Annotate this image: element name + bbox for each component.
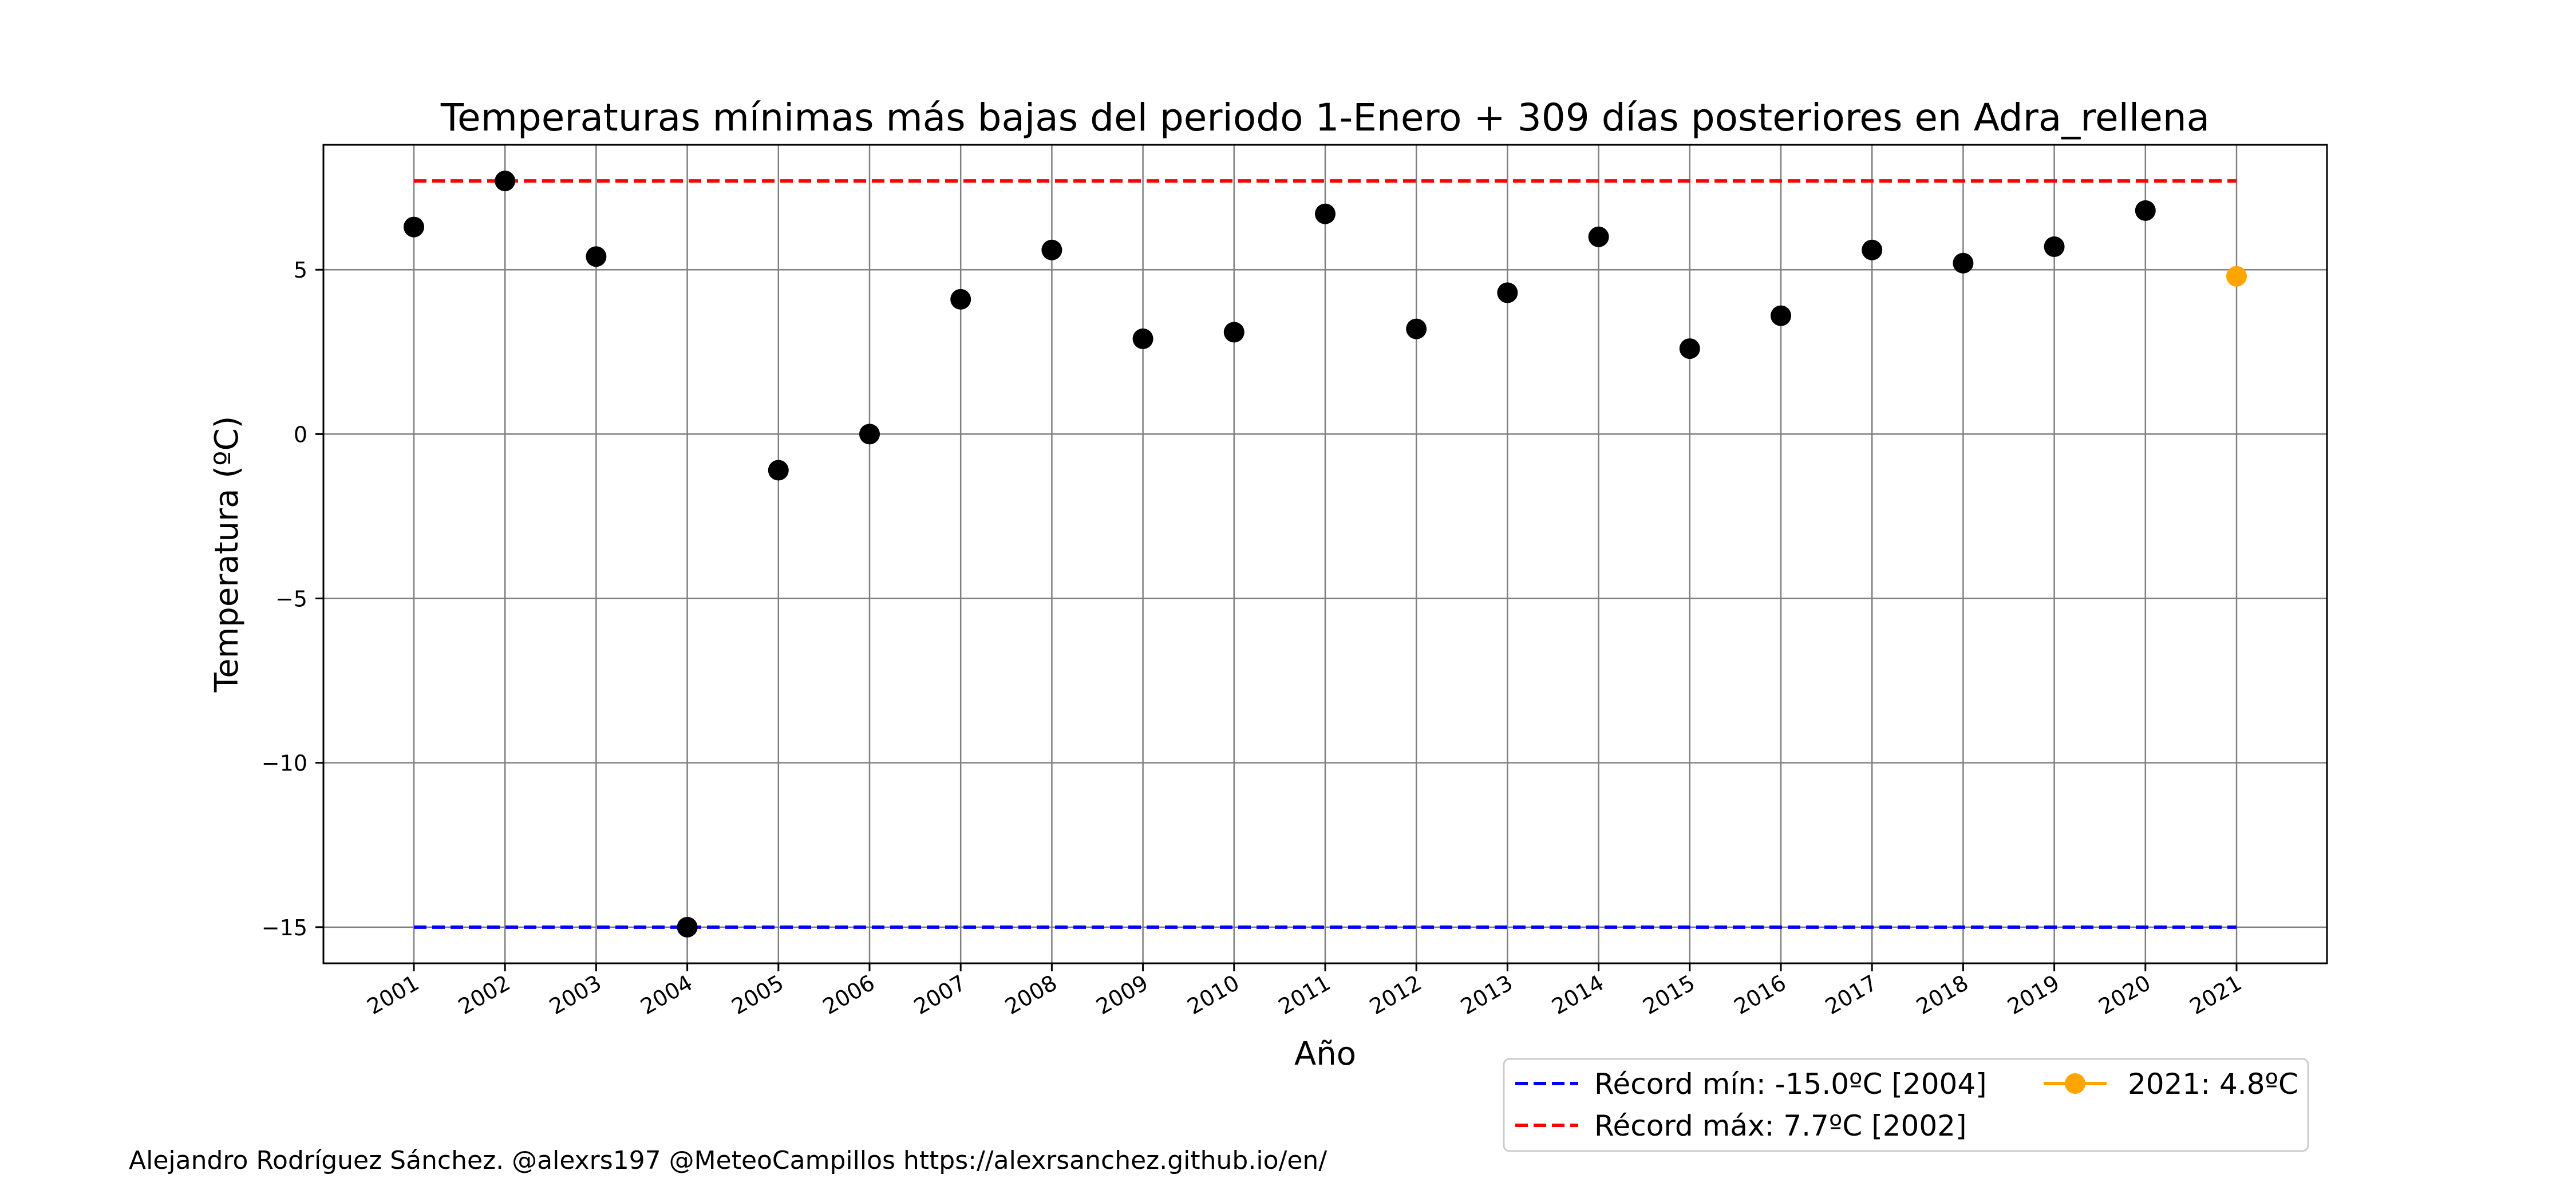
y-tick-label-1: −10 [262, 751, 307, 776]
data-point-2009 [1132, 328, 1153, 349]
data-point-2020 [2135, 200, 2156, 221]
legend-marker-current-year [2065, 1073, 2085, 1094]
legend-label-current-year: 2021: 4.8ºC [2128, 1067, 2298, 1101]
y-tick-label-4: 5 [294, 258, 307, 283]
data-point-2007 [950, 288, 971, 310]
data-point-2011 [1315, 203, 1336, 224]
legend-label-record-max: Récord máx: 7.7ºC [2002] [1594, 1109, 1966, 1142]
data-point-2008 [1041, 239, 1062, 260]
y-tick-label-0: −15 [262, 915, 307, 940]
y-axis: −15 −10 −5 0 5 [262, 258, 323, 940]
chart-title: Temperaturas mínimas más bajas del perio… [440, 96, 2210, 140]
x-axis-label: Año [1294, 1035, 1356, 1073]
reference-lines [414, 179, 2237, 929]
data-point-2003 [586, 246, 607, 267]
data-point-2016 [1771, 305, 1791, 326]
y-tick-label-3: 0 [294, 422, 307, 447]
data-point-2017 [1862, 239, 1883, 260]
data-points [404, 171, 2247, 938]
data-point-2015 [1679, 338, 1700, 359]
legend: Récord mín: -15.0ºC [2004] Récord máx: 7… [1503, 1058, 2309, 1152]
legend-label-record-min: Récord mín: -15.0ºC [2004] [1594, 1067, 1987, 1101]
data-point-2014 [1588, 226, 1609, 247]
y-axis-label: Temperatura (ºC) [208, 416, 246, 693]
legend-frame [1503, 1058, 2309, 1152]
data-point-2019 [2044, 236, 2065, 258]
credit-footer: Alejandro Rodríguez Sánchez. @alexrs197 … [129, 1146, 1327, 1175]
data-point-2004 [677, 916, 698, 938]
data-point-2001 [404, 216, 424, 238]
data-point-2010 [1223, 322, 1244, 343]
data-point-2002 [495, 171, 516, 192]
data-point-2021 [2226, 266, 2247, 287]
data-point-2012 [1406, 318, 1427, 339]
data-point-2013 [1497, 282, 1518, 303]
y-tick-label-2: −5 [275, 587, 307, 612]
data-point-2005 [768, 460, 789, 481]
data-point-2018 [1953, 252, 1974, 274]
data-point-2006 [859, 424, 880, 445]
